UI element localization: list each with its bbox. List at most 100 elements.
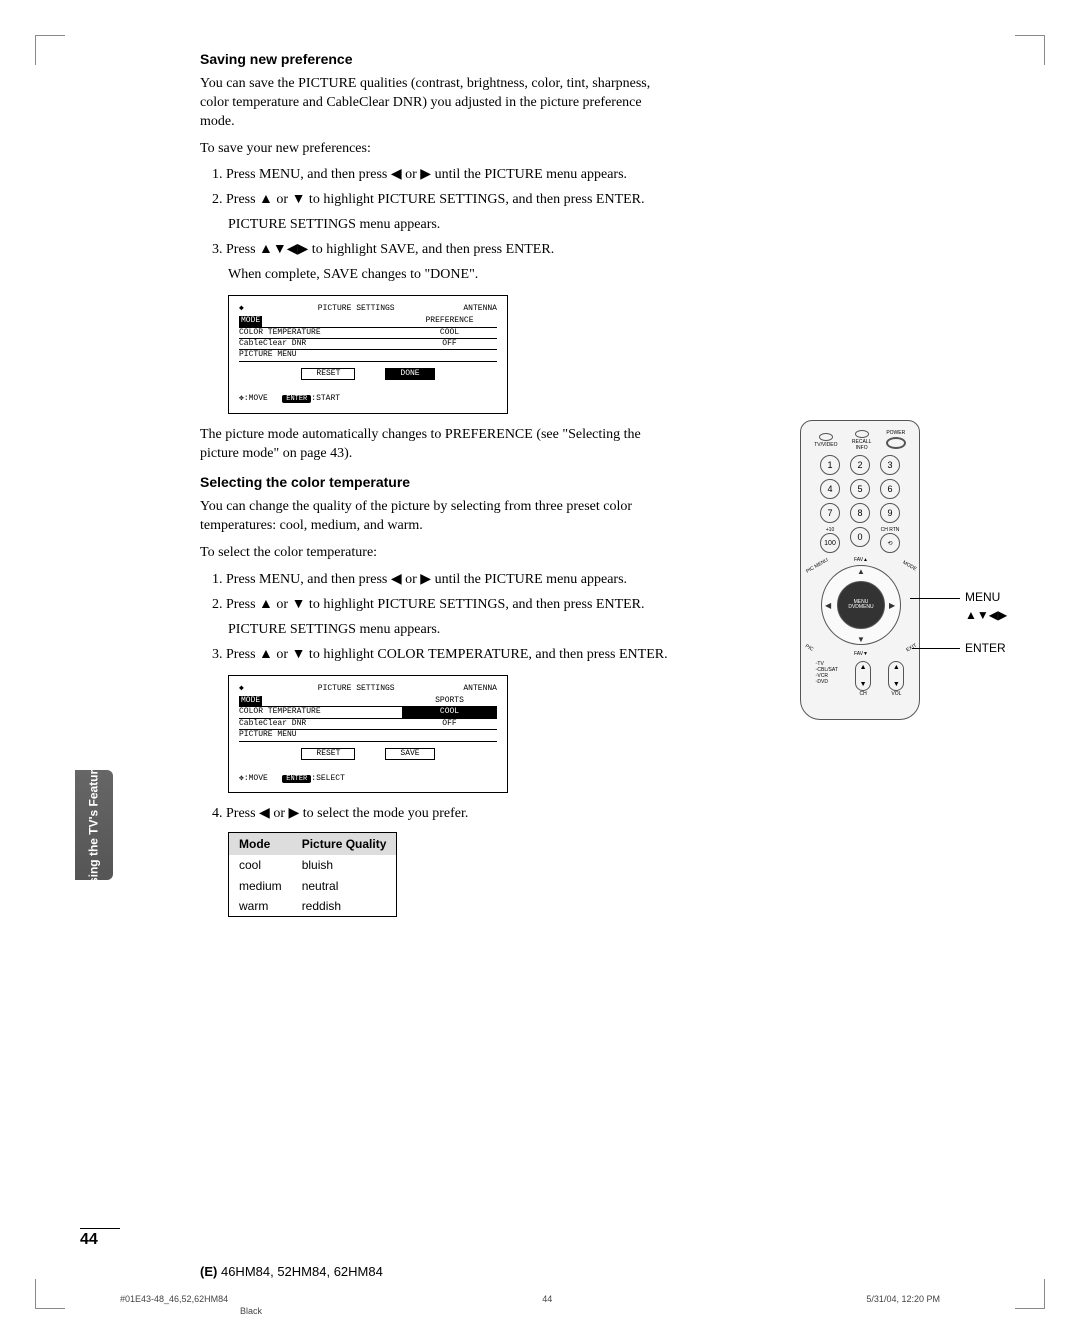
callout-enter: ENTER bbox=[965, 641, 1006, 655]
remote-num-4: 4 bbox=[820, 479, 840, 499]
callout-menu: MENU bbox=[965, 590, 1000, 604]
osd-row-right: COOL bbox=[402, 328, 497, 338]
osd-row-right: PREFERENCE bbox=[402, 316, 497, 326]
osd-title: PICTURE SETTINGS bbox=[318, 684, 395, 694]
step-2b: 2. Press ▲ or ▼ to highlight PICTURE SET… bbox=[212, 596, 670, 615]
outro-paragraph: The picture mode automatically changes t… bbox=[200, 426, 670, 464]
table-cell: bluish bbox=[292, 855, 397, 875]
remote-num-9: 9 bbox=[880, 503, 900, 523]
remote-fav-down: FAV▼ bbox=[807, 651, 915, 657]
osd-row-right: COOL bbox=[402, 707, 497, 717]
osd-footer-action: :SELECT bbox=[311, 774, 345, 783]
callout-arrows: ▲▼◀▶ bbox=[965, 608, 1007, 622]
osd-antenna: ANTENNA bbox=[463, 684, 497, 694]
remote-num-3: 3 bbox=[880, 455, 900, 475]
osd-footer-move: :MOVE bbox=[244, 394, 268, 403]
side-tab: Using the TV's Features bbox=[75, 770, 113, 880]
osd-row-left: PICTURE MENU bbox=[239, 730, 297, 740]
osd-row-left: COLOR TEMPERATURE bbox=[239, 328, 321, 338]
osd-row-left: MODE bbox=[239, 696, 262, 706]
remote-illustration: TV/VIDEO RECALLINFO POWER 1 2 3 4 5 6 7 … bbox=[800, 420, 970, 720]
remote-num-7: 7 bbox=[820, 503, 840, 523]
remote-num-8: 8 bbox=[850, 503, 870, 523]
table-cell: warm bbox=[229, 896, 292, 917]
section-title-color-temp: Selecting the color temperature bbox=[200, 473, 670, 492]
footer-file-info: #01E43-48_46,52,62HM84 44 5/31/04, 12:20… bbox=[120, 1294, 940, 1304]
substep-after-2: PICTURE SETTINGS menu appears. bbox=[228, 216, 670, 235]
osd-antenna: ANTENNA bbox=[463, 304, 497, 314]
table-header: Picture Quality bbox=[292, 833, 397, 856]
steps-list-2: 1. Press MENU, and then press ◀ or ▶ unt… bbox=[212, 571, 670, 615]
steps-list-3: 4. Press ◀ or ▶ to select the mode you p… bbox=[212, 805, 670, 824]
remote-num-6: 6 bbox=[880, 479, 900, 499]
footer-file: #01E43-48_46,52,62HM84 bbox=[120, 1294, 228, 1304]
crop-mark bbox=[35, 1279, 65, 1309]
step-2: 2. Press ▲ or ▼ to highlight PICTURE SET… bbox=[212, 191, 670, 210]
table-cell: reddish bbox=[292, 896, 397, 917]
lead-text-2: To select the color temperature: bbox=[200, 544, 670, 563]
remote-dpad: FAV▲ MENU DVDMENU ▲ ▼ ◀ ▶ FAV▼ PIC MENU … bbox=[807, 557, 915, 657]
osd-reset-button: RESET bbox=[301, 748, 355, 760]
osd-footer-action: :START bbox=[311, 394, 340, 403]
osd-row-right: SPORTS bbox=[402, 696, 497, 706]
remote-mode: MODE bbox=[902, 560, 918, 573]
footer-prefix: E bbox=[204, 1264, 213, 1279]
footer-models: (E) 46HM84, 52HM84, 62HM84 bbox=[200, 1264, 383, 1279]
step-4: 4. Press ◀ or ▶ to select the mode you p… bbox=[212, 805, 670, 824]
substep-2b: PICTURE SETTINGS menu appears. bbox=[228, 621, 670, 640]
osd-save-button: SAVE bbox=[385, 748, 434, 760]
remote-vol-label: VOL bbox=[888, 691, 904, 697]
osd-screenshot-1: ◆ PICTURE SETTINGS ANTENNA MODEPREFERENC… bbox=[228, 295, 508, 414]
crop-mark bbox=[1015, 1279, 1045, 1309]
steps-list-1b: 3. Press ▲▼◀▶ to highlight SAVE, and the… bbox=[212, 241, 670, 260]
step-1: 1. Press MENU, and then press ◀ or ▶ unt… bbox=[212, 166, 670, 185]
crop-mark bbox=[1015, 35, 1045, 65]
footer-model-list: 46HM84, 52HM84, 62HM84 bbox=[217, 1264, 382, 1279]
osd-row-left: PICTURE MENU bbox=[239, 350, 297, 360]
remote-dvd-label: DVD bbox=[817, 679, 828, 685]
step-3: 3. Press ▲▼◀▶ to highlight SAVE, and the… bbox=[212, 241, 670, 260]
step-1b: 1. Press MENU, and then press ◀ or ▶ unt… bbox=[212, 571, 670, 590]
steps-list-1: 1. Press MENU, and then press ◀ or ▶ unt… bbox=[212, 166, 670, 210]
page-number: 44 bbox=[80, 1228, 120, 1249]
substep-after-3: When complete, SAVE changes to "DONE". bbox=[228, 266, 670, 285]
intro-paragraph: You can save the PICTURE qualities (cont… bbox=[200, 75, 670, 132]
osd-title: PICTURE SETTINGS bbox=[318, 304, 395, 314]
lead-text: To save your new preferences: bbox=[200, 140, 670, 159]
remote-plus10: +10 bbox=[817, 527, 843, 533]
osd-reset-button: RESET bbox=[301, 368, 355, 380]
osd-row-right bbox=[402, 350, 497, 360]
remote-label: POWER bbox=[886, 430, 905, 436]
remote-dvdmenu-label: DVDMENU bbox=[848, 605, 873, 610]
osd-row-left: COLOR TEMPERATURE bbox=[239, 707, 321, 717]
table-cell: neutral bbox=[292, 876, 397, 896]
remote-label: TV/VIDEO bbox=[814, 442, 837, 448]
steps-list-2b: 3. Press ▲ or ▼ to highlight COLOR TEMPE… bbox=[212, 646, 670, 665]
intro-paragraph-2: You can change the quality of the pictur… bbox=[200, 498, 670, 536]
osd-row-right: OFF bbox=[402, 339, 497, 349]
table-header: Mode bbox=[229, 833, 292, 856]
osd-footer-enter: ENTER bbox=[282, 775, 311, 783]
osd-footer-move: :MOVE bbox=[244, 774, 268, 783]
table-cell: medium bbox=[229, 876, 292, 896]
osd-row-left: MODE bbox=[239, 316, 262, 326]
remote-num-1: 1 bbox=[820, 455, 840, 475]
callout-line bbox=[910, 598, 960, 599]
osd-row-right: OFF bbox=[402, 719, 497, 729]
side-tab-label: Using the TV's Features bbox=[87, 757, 100, 893]
osd-row-right bbox=[402, 730, 497, 740]
mode-quality-table: Mode Picture Quality coolbluish mediumne… bbox=[228, 832, 397, 917]
crop-mark bbox=[35, 35, 65, 65]
remote-body: TV/VIDEO RECALLINFO POWER 1 2 3 4 5 6 7 … bbox=[800, 420, 920, 720]
osd-done-button: DONE bbox=[385, 368, 434, 380]
remote-ch-label: CH bbox=[855, 691, 871, 697]
remote-chrtn-label: CH RTN bbox=[877, 527, 903, 533]
osd-screenshot-2: ◆ PICTURE SETTINGS ANTENNA MODESPORTS CO… bbox=[228, 675, 508, 794]
remote-num-100: 100 bbox=[820, 533, 840, 553]
osd-row-left: CableClear DNR bbox=[239, 719, 306, 729]
main-column: Saving new preference You can save the P… bbox=[200, 50, 670, 917]
step-3b: 3. Press ▲ or ▼ to highlight COLOR TEMPE… bbox=[212, 646, 670, 665]
footer-date: 5/31/04, 12:20 PM bbox=[866, 1294, 940, 1304]
section-title-saving: Saving new preference bbox=[200, 50, 670, 69]
remote-num-2: 2 bbox=[850, 455, 870, 475]
